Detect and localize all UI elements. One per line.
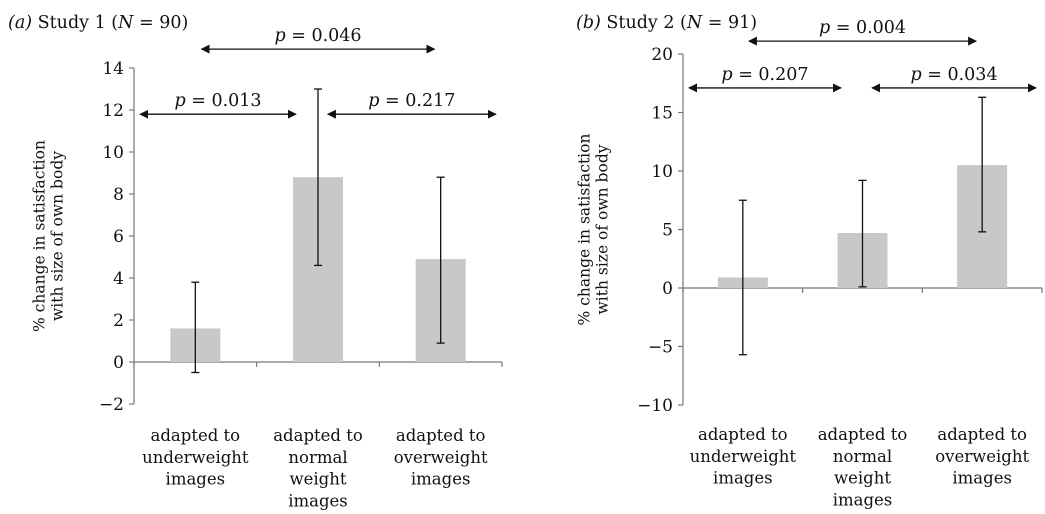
category-label: adapted to underweight images [142,426,249,489]
y-tick-label: 0 [113,353,124,373]
panel-label: (b) [576,13,606,33]
y-tick-label: 5 [662,221,673,241]
y-tick-label: 10 [102,143,124,163]
p-value-label: p = 0.217 [368,91,455,111]
chart-title: (a) Study 1 (N = 90) [8,13,188,33]
y-tick-label: 6 [113,227,124,247]
y-tick-label: −10 [637,396,673,416]
chart-title: (b) Study 2 (N = 91) [576,13,757,33]
y-tick-label: −2 [99,395,124,415]
y-tick-label: 0 [662,279,673,299]
y-tick-label: 4 [113,269,124,289]
p-value-label: p = 0.034 [910,65,997,85]
category-label: adapted to underweight images [690,425,797,488]
p-value-label: p = 0.004 [819,18,906,38]
y-tick-label: 10 [651,162,673,182]
y-tick-label: 2 [113,311,124,331]
p-value-label: p = 0.046 [274,26,361,46]
category-label: adapted to overweight images [935,425,1029,488]
p-value-label: p = 0.013 [174,91,261,111]
y-tick-label: −5 [648,338,673,358]
y-tick-label: 20 [651,45,673,65]
category-label: adapted to normal weight images [273,426,363,510]
category-label: adapted to normal weight images [818,425,908,509]
p-value-label: p = 0.207 [721,65,808,85]
y-tick-label: 15 [651,104,673,124]
y-tick-label: 14 [102,59,124,79]
chart-panel-a: (a) Study 1 (N = 90) % change in satisfac… [8,13,503,510]
panel-label: (a) [8,13,38,33]
y-tick-label: 12 [102,101,124,121]
y-axis-label: % change in satisfactionwith size of own… [31,140,67,332]
y-tick-label: 8 [113,185,124,205]
y-axis-label: % change in satisfactionwith size of own… [576,134,612,326]
category-label: adapted to overweight images [394,426,488,489]
chart-panel-b: (b) Study 2 (N = 91) % change in satisfac… [576,13,1043,509]
